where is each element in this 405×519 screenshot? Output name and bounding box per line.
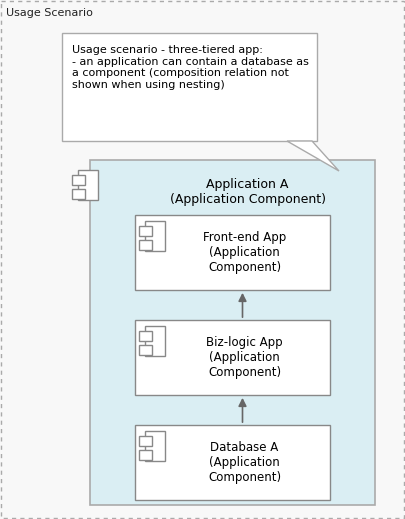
Bar xyxy=(90,160,375,505)
Text: Application A
(Application Component): Application A (Application Component) xyxy=(170,178,326,206)
Bar xyxy=(135,215,330,290)
Text: Database A
(Application
Component): Database A (Application Component) xyxy=(208,441,281,484)
Bar xyxy=(145,431,165,461)
Bar xyxy=(135,425,330,500)
Bar xyxy=(145,221,165,251)
Polygon shape xyxy=(287,141,339,171)
Text: Front-end App
(Application
Component): Front-end App (Application Component) xyxy=(203,231,286,274)
Bar xyxy=(78,170,98,200)
Bar xyxy=(139,240,152,250)
Text: Biz-logic App
(Application
Component): Biz-logic App (Application Component) xyxy=(206,336,283,379)
Bar xyxy=(72,175,85,185)
Bar xyxy=(145,326,165,356)
Bar xyxy=(139,345,152,355)
Bar xyxy=(135,320,330,395)
Bar xyxy=(139,450,152,460)
Text: Usage scenario - three-tiered app:
- an application can contain a database as
a : Usage scenario - three-tiered app: - an … xyxy=(72,45,309,90)
Bar xyxy=(139,331,152,341)
Text: Usage Scenario: Usage Scenario xyxy=(6,8,93,18)
Bar xyxy=(72,189,85,199)
Bar xyxy=(139,226,152,236)
Bar xyxy=(139,436,152,446)
Bar xyxy=(62,33,317,141)
